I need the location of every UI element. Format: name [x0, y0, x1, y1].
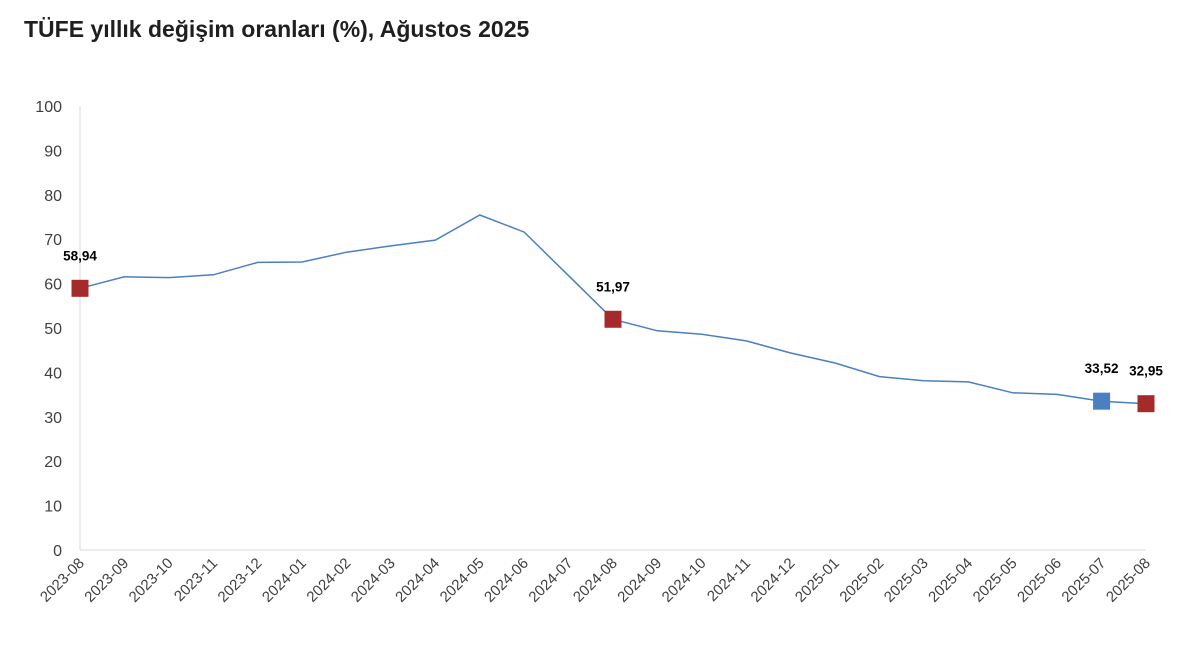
y-tick-label: 80 — [44, 188, 62, 205]
y-tick-label: 100 — [35, 99, 62, 116]
x-tick-label: 2025-02 — [836, 555, 887, 606]
x-tick-label: 2024-06 — [481, 555, 532, 606]
x-tick-label: 2024-03 — [348, 555, 399, 606]
x-tick-label: 2025-08 — [1103, 555, 1154, 606]
x-tick-label: 2024-02 — [303, 555, 354, 606]
x-tick-label: 2023-09 — [81, 555, 132, 606]
y-tick-label: 30 — [44, 410, 62, 427]
x-tick-label: 2024-11 — [704, 555, 754, 605]
data-point-marker — [71, 279, 89, 297]
y-tick-label: 20 — [44, 454, 62, 471]
x-tick-label: 2023-08 — [37, 555, 88, 606]
x-tick-label: 2025-07 — [1058, 555, 1109, 606]
y-tick-label: 70 — [44, 232, 62, 249]
chart-axes — [79, 106, 1146, 551]
x-tick-label: 2025-01 — [792, 555, 843, 606]
y-tick-label: 0 — [53, 543, 62, 560]
x-tick-label: 2024-08 — [570, 555, 621, 606]
data-point-marker — [1137, 395, 1155, 413]
data-labels: 58,94 51,97 33,52 32,95 — [63, 248, 1163, 378]
x-tick-label: 2025-05 — [970, 555, 1021, 606]
x-tick-label: 2024-05 — [437, 555, 488, 606]
x-tick-label: 2024-01 — [259, 555, 310, 606]
x-tick-label: 2024-10 — [659, 555, 710, 606]
y-tick-label: 60 — [44, 277, 62, 294]
y-tick-label: 10 — [44, 499, 62, 516]
x-tick-label: 2023-12 — [215, 555, 266, 606]
x-tick-label: 2025-06 — [1014, 555, 1065, 606]
data-label: 33,52 — [1085, 361, 1119, 376]
x-tick-label: 2025-03 — [881, 555, 932, 606]
x-tick-label: 2024-07 — [525, 555, 576, 606]
y-tick-label: 90 — [44, 143, 62, 160]
series-line — [79, 214, 1147, 405]
highlight-markers — [71, 279, 1155, 413]
y-tick-label: 40 — [44, 365, 62, 382]
y-axis-ticks: 0 10 20 30 40 50 60 70 80 90 100 — [35, 99, 62, 560]
x-tick-label: 2023-11 — [171, 555, 221, 605]
chart-title: TÜFE yıllık değişim oranları (%), Ağusto… — [24, 16, 530, 42]
data-label: 58,94 — [63, 248, 97, 263]
data-label: 51,97 — [596, 279, 630, 294]
x-tick-label: 2025-04 — [925, 555, 976, 606]
x-tick-label: 2024-04 — [392, 555, 443, 606]
x-tick-label: 2023-10 — [126, 555, 177, 606]
x-axis-ticks: 2023-082023-092023-102023-112023-122024-… — [37, 555, 1154, 606]
data-point-marker — [1093, 392, 1111, 410]
series-group — [79, 214, 1147, 405]
x-tick-label: 2024-09 — [614, 555, 665, 606]
data-point-marker — [604, 310, 622, 328]
x-tick-label: 2024-12 — [748, 555, 799, 606]
y-tick-label: 50 — [44, 321, 62, 338]
data-label: 32,95 — [1129, 364, 1163, 379]
